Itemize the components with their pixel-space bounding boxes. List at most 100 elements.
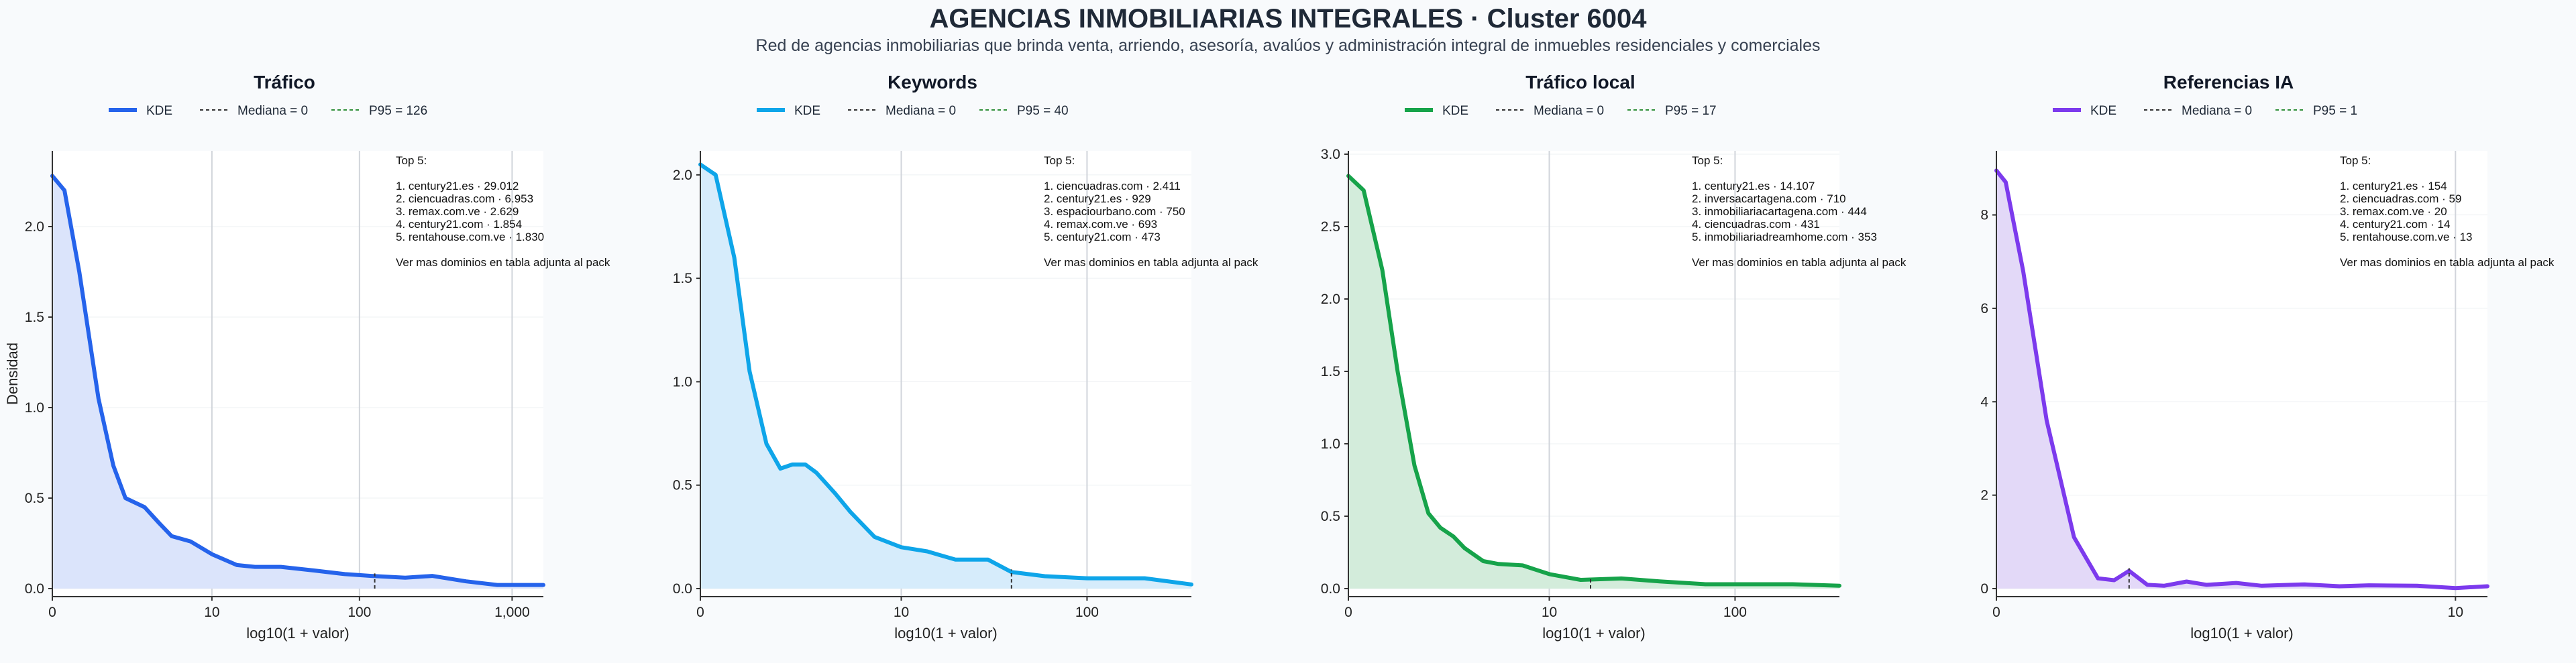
x-tick-label: 0 [1344, 605, 1352, 620]
annotation-line: 2. inversacartagena.com · 710 [1692, 192, 1846, 205]
y-tick-label: 0.5 [673, 478, 692, 493]
y-tick-label: 1.0 [673, 374, 692, 389]
y-tick-label: 1.5 [25, 310, 44, 325]
legend-p95-label: P95 = 40 [1017, 104, 1069, 118]
x-tick-label: 0 [48, 605, 56, 620]
y-tick-label: 2 [1980, 488, 1988, 503]
annotation-line: Ver mas dominios en tabla adjunta al pac… [396, 256, 610, 269]
kde-line [698, 162, 1193, 587]
x-tick-label: 1,000 [494, 605, 530, 620]
legend: KDE Mediana = 0 P95 = 40 [757, 104, 1069, 118]
panel-title: Tráfico local [1525, 72, 1635, 93]
chart-panel-3: 0.0 0.5 1.0 1.5 2.0 2.5 3.0 0 10 100 log10(1 + val… [1321, 72, 1907, 642]
y-tick-label: 0.5 [1321, 509, 1340, 524]
x-tick-label: 10 [1542, 605, 1557, 620]
annotation-line: 3. remax.com.ve · 20 [2340, 205, 2447, 218]
y-tick-label: 4 [1980, 394, 1988, 410]
y-tick-label: 0.0 [1321, 581, 1340, 597]
x-axis-label: log10(1 + valor) [1542, 625, 1645, 642]
annotation-line: Ver mas dominios en tabla adjunta al pac… [1692, 256, 1907, 269]
kde-line [1994, 168, 2489, 591]
y-tick-label: 1.0 [25, 400, 44, 416]
annotation-line: 5. rentahouse.com.ve · 13 [2340, 231, 2473, 243]
y-tick-label: 8 [1980, 208, 1988, 223]
kde-area [52, 176, 543, 589]
annotation-line: 4. century21.com · 1.854 [396, 218, 522, 231]
kde-area [1996, 170, 2487, 589]
kde-area [1348, 176, 1839, 589]
x-tick-label: 0 [696, 605, 704, 620]
annotation-line: 1. century21.es · 14.107 [1692, 180, 1815, 192]
y-tick-label: 2.0 [1321, 292, 1340, 307]
kde-line [50, 174, 545, 587]
annotation-line: 2. century21.es · 929 [1044, 192, 1151, 205]
y-tick-label: 3.0 [1321, 147, 1340, 162]
annotation-line: 3. remax.com.ve · 2.629 [396, 205, 519, 218]
panel-title: Keywords [888, 72, 977, 93]
y-tick-label: 2.5 [1321, 219, 1340, 235]
y-tick-label: 0.0 [25, 581, 44, 597]
annotation-line: 3. inmobiliariacartagena.com · 444 [1692, 205, 1867, 218]
y-tick-label: 0.0 [673, 581, 692, 597]
x-tick-label: 10 [204, 605, 219, 620]
annotation-line: Top 5: [2340, 154, 2371, 167]
legend-p95-label: P95 = 126 [369, 104, 427, 118]
y-axis-label: Densidad [4, 343, 21, 405]
legend-kde-label: KDE [794, 104, 820, 118]
annotation-line: 1. ciencuadras.com · 2.411 [1044, 180, 1181, 192]
annotation-line: 3. espaciourbano.com · 750 [1044, 205, 1185, 218]
y-tick-label: 0.5 [25, 491, 44, 506]
x-tick-label: 10 [894, 605, 909, 620]
x-tick-label: 10 [2448, 605, 2463, 620]
y-tick-label: 1.0 [1321, 436, 1340, 452]
legend-median-label: Mediana = 0 [1534, 104, 1604, 118]
annotation-line: Ver mas dominios en tabla adjunta al pac… [2340, 256, 2555, 269]
annotation-line: 1. century21.es · 29.012 [396, 180, 519, 192]
legend-kde-label: KDE [2090, 104, 2116, 118]
legend-median-label: Mediana = 0 [237, 104, 308, 118]
annotation-line: 5. century21.com · 473 [1044, 231, 1161, 243]
x-axis-label: log10(1 + valor) [894, 625, 997, 642]
y-tick-label: 1.5 [1321, 364, 1340, 379]
annotation-line: 5. inmobiliariadreamhome.com · 353 [1692, 231, 1877, 243]
y-tick-label: 2.0 [25, 219, 44, 235]
panel-title: Tráfico [254, 72, 315, 93]
plot-area [1996, 151, 2487, 597]
legend: KDE Mediana = 0 P95 = 17 [1405, 104, 1717, 118]
legend: KDE Mediana = 0 P95 = 1 [2053, 104, 2357, 118]
x-tick-label: 0 [1992, 605, 2000, 620]
x-axis-label: log10(1 + valor) [246, 625, 349, 642]
panel-title: Referencias IA [2163, 72, 2294, 93]
page-title: AGENCIAS INMOBILIARIAS INTEGRALES · Clus… [929, 4, 1647, 34]
x-axis-label: log10(1 + valor) [2190, 625, 2293, 642]
annotation-line: Top 5: [1044, 154, 1075, 167]
chart-panel-2: 0.0 0.5 1.0 1.5 2.0 0 10 100 log10(1 + valor) Key… [673, 72, 1258, 642]
y-tick-label: 1.5 [673, 271, 692, 286]
annotation-line: 1. century21.es · 154 [2340, 180, 2447, 192]
annotation-line: 5. rentahouse.com.ve · 1.830 [396, 231, 544, 243]
y-tick-label: 6 [1980, 301, 1988, 316]
legend-p95-label: P95 = 17 [1665, 104, 1717, 118]
kde-line [1346, 174, 1841, 588]
annotation-line: 2. ciencuadras.com · 6.953 [396, 192, 533, 205]
annotation-line: 2. ciencuadras.com · 59 [2340, 192, 2461, 205]
legend-kde-label: KDE [146, 104, 172, 118]
page-subtitle: Red de agencias inmobiliarias que brinda… [755, 36, 1821, 55]
x-tick-label: 100 [1723, 605, 1747, 620]
x-tick-label: 100 [1075, 605, 1099, 620]
annotation-line: 4. century21.com · 14 [2340, 218, 2450, 231]
annotation-line: Top 5: [396, 154, 427, 167]
annotation-line: Ver mas dominios en tabla adjunta al pac… [1044, 256, 1258, 269]
x-tick-label: 100 [347, 605, 371, 620]
chart-panel-4: 0 2 4 6 8 0 10 log10(1 + valor) Referencias IA KD… [1980, 72, 2555, 642]
legend: KDE Mediana = 0 P95 = 126 [109, 104, 427, 118]
legend-median-label: Mediana = 0 [2182, 104, 2252, 118]
legend-p95-label: P95 = 1 [2313, 104, 2357, 118]
annotation-line: 4. remax.com.ve · 693 [1044, 218, 1157, 231]
chart-panel-1: 0.0 0.5 1.0 1.5 2.0 0 10 100 1,000 log10(1 + valo… [4, 72, 610, 642]
annotation-line: Top 5: [1692, 154, 1723, 167]
legend-median-label: Mediana = 0 [885, 104, 956, 118]
y-tick-label: 2.0 [673, 168, 692, 183]
annotation-line: 4. ciencuadras.com · 431 [1692, 218, 1820, 231]
